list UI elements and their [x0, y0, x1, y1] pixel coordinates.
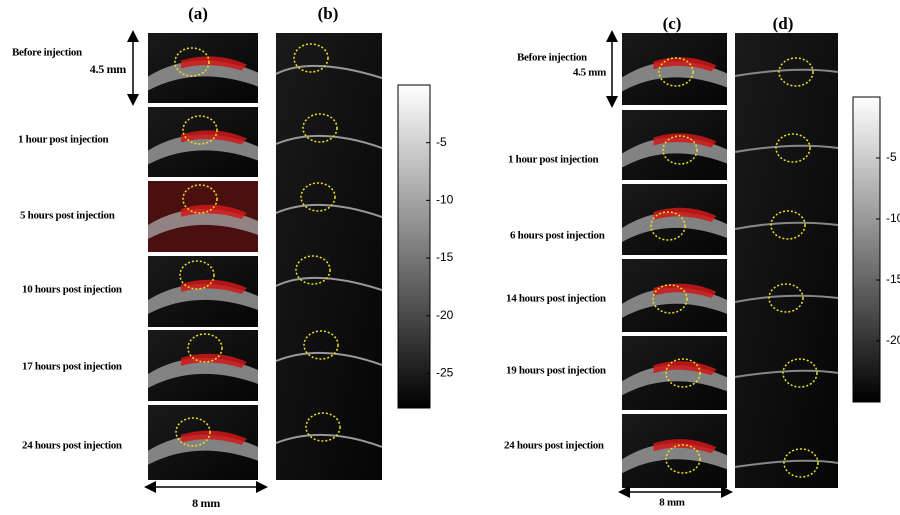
- row-label: 24 hours post injection: [22, 440, 122, 452]
- row-label: 17 hours post injection: [22, 361, 122, 373]
- depth-label: 4.5 mm: [573, 67, 606, 79]
- colorbar: [853, 97, 880, 402]
- colorbar-tick-label: -5: [436, 135, 447, 149]
- row-label: 14 hours post injection: [506, 293, 606, 305]
- depth-label: 4.5 mm: [90, 62, 126, 76]
- colorbar-tick-label: -5: [886, 150, 897, 164]
- row-label: Before injection: [12, 47, 82, 59]
- row-label: 10 hours post injection: [22, 284, 122, 296]
- row-label: 6 hours post injection: [510, 230, 605, 242]
- panel-label: (c): [663, 14, 682, 33]
- colorbar-tick-label: -20: [436, 308, 454, 322]
- colorbar-tick-label: -20: [886, 333, 900, 347]
- panel-label: (d): [773, 14, 794, 33]
- ultrasound-image: [735, 33, 838, 488]
- colorbar: [398, 85, 430, 408]
- panel-label: (b): [318, 4, 339, 23]
- colorbar-tick-label: -25: [436, 366, 454, 380]
- figure: (a) (b) (c) (d) Before injection 4.5 mm …: [0, 0, 900, 515]
- panel-label: (a): [188, 4, 208, 23]
- images: [148, 33, 838, 488]
- row-label: 1 hour post injection: [508, 154, 599, 166]
- width-label: 8 mm: [659, 497, 685, 509]
- width-label: 8 mm: [192, 496, 220, 510]
- colorbar-tick-label: -15: [886, 272, 900, 286]
- row-label: Before injection: [517, 52, 587, 64]
- row-label: 1 hour post injection: [18, 134, 109, 146]
- ultrasound-image: [276, 33, 382, 480]
- row-label: 24 hours post injection: [504, 440, 604, 452]
- row-label: 19 hours post injection: [506, 365, 606, 377]
- row-label: 5 hours post injection: [20, 210, 115, 222]
- colorbar-tick-label: -10: [886, 211, 900, 225]
- colorbar-tick-label: -15: [436, 250, 454, 264]
- colorbar-tick-label: -10: [436, 193, 454, 207]
